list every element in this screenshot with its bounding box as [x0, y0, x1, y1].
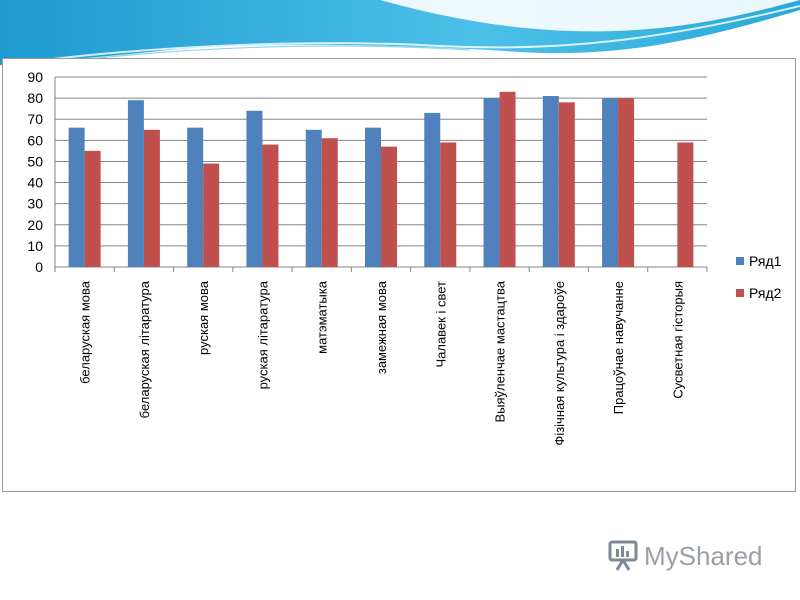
- grid-lines: [54, 76, 708, 272]
- bar-Ряд1-4: [305, 129, 322, 267]
- y-tick-label: 30: [27, 196, 43, 212]
- legend-swatch: [736, 289, 744, 297]
- x-category-label: Сусветная гісторыя: [670, 281, 685, 399]
- bar-Ряд1-8: [542, 96, 559, 267]
- legend-swatch: [736, 257, 744, 265]
- bar-Ряд2-2: [203, 163, 220, 267]
- bar-Ряд2-0: [84, 150, 101, 267]
- bar-Ряд2-5: [381, 146, 397, 267]
- y-axis-labels: 0 10 20 30 40 50 60 70 80 90: [27, 69, 43, 275]
- bar-Ряд2-4: [321, 138, 338, 267]
- x-category-label: Працоўнае навучанне: [611, 281, 626, 414]
- bar-Ряд2-7: [499, 91, 516, 268]
- bar-Ряд2-6: [440, 142, 457, 267]
- bar-Ряд2-1: [143, 129, 160, 267]
- x-category-label: матэматыка: [315, 280, 330, 354]
- y-tick-label: 80: [27, 90, 43, 106]
- bar-Ряд1-0: [68, 127, 85, 268]
- x-category-label: Фізічная культура і здароўе: [552, 281, 567, 446]
- x-category-label: руская мова: [196, 280, 211, 355]
- bars: [68, 91, 694, 268]
- logo-text: MyShared: [644, 541, 763, 571]
- x-category-label: беларуская літаратура: [137, 280, 152, 418]
- y-tick-label: 60: [27, 132, 43, 148]
- myshared-logo: MyShared: [608, 540, 763, 571]
- x-category-label: Выяўленчае мастацтва: [493, 280, 508, 422]
- bar-Ряд1-1: [127, 100, 144, 267]
- bar-Ряд2-3: [262, 144, 279, 267]
- bar-Ряд1-6: [424, 112, 441, 267]
- y-tick-label: 50: [27, 153, 43, 169]
- chart-frame: 0 10 20 30 40 50 60 70 80 90 беларуская мова белар…: [2, 58, 796, 492]
- y-tick-label: 90: [27, 69, 43, 85]
- bar-Ряд2-8: [558, 102, 575, 267]
- x-axis-labels: беларуская мова беларуская літаратура руск…: [78, 280, 686, 445]
- bar-Ряд1-9: [602, 98, 619, 267]
- x-category-label: руская літаратура: [255, 280, 270, 389]
- bar-Ряд2-10: [677, 142, 694, 267]
- legend: Ряд1 Ряд2: [736, 253, 782, 301]
- bar-Ряд1-7: [483, 98, 500, 267]
- bar-Ряд2-9: [618, 98, 635, 267]
- bar-Ряд1-3: [246, 110, 263, 268]
- y-tick-label: 40: [27, 175, 43, 191]
- y-tick-label: 0: [35, 259, 43, 275]
- y-tick-label: 20: [27, 217, 43, 233]
- bar-Ряд1-5: [365, 127, 381, 268]
- bar-Ряд1-2: [187, 127, 204, 268]
- y-tick-label: 70: [27, 111, 43, 127]
- header-wave-banner: [0, 0, 800, 67]
- y-tick-label: 10: [27, 238, 43, 254]
- legend-label: Ряд1: [749, 253, 782, 269]
- presentation-board-icon: [608, 540, 638, 571]
- x-category-label: замежная мова: [374, 280, 389, 374]
- legend-label: Ряд2: [749, 285, 782, 301]
- x-category-label: Чалавек і свет: [433, 281, 448, 368]
- x-category-label: беларуская мова: [78, 280, 93, 384]
